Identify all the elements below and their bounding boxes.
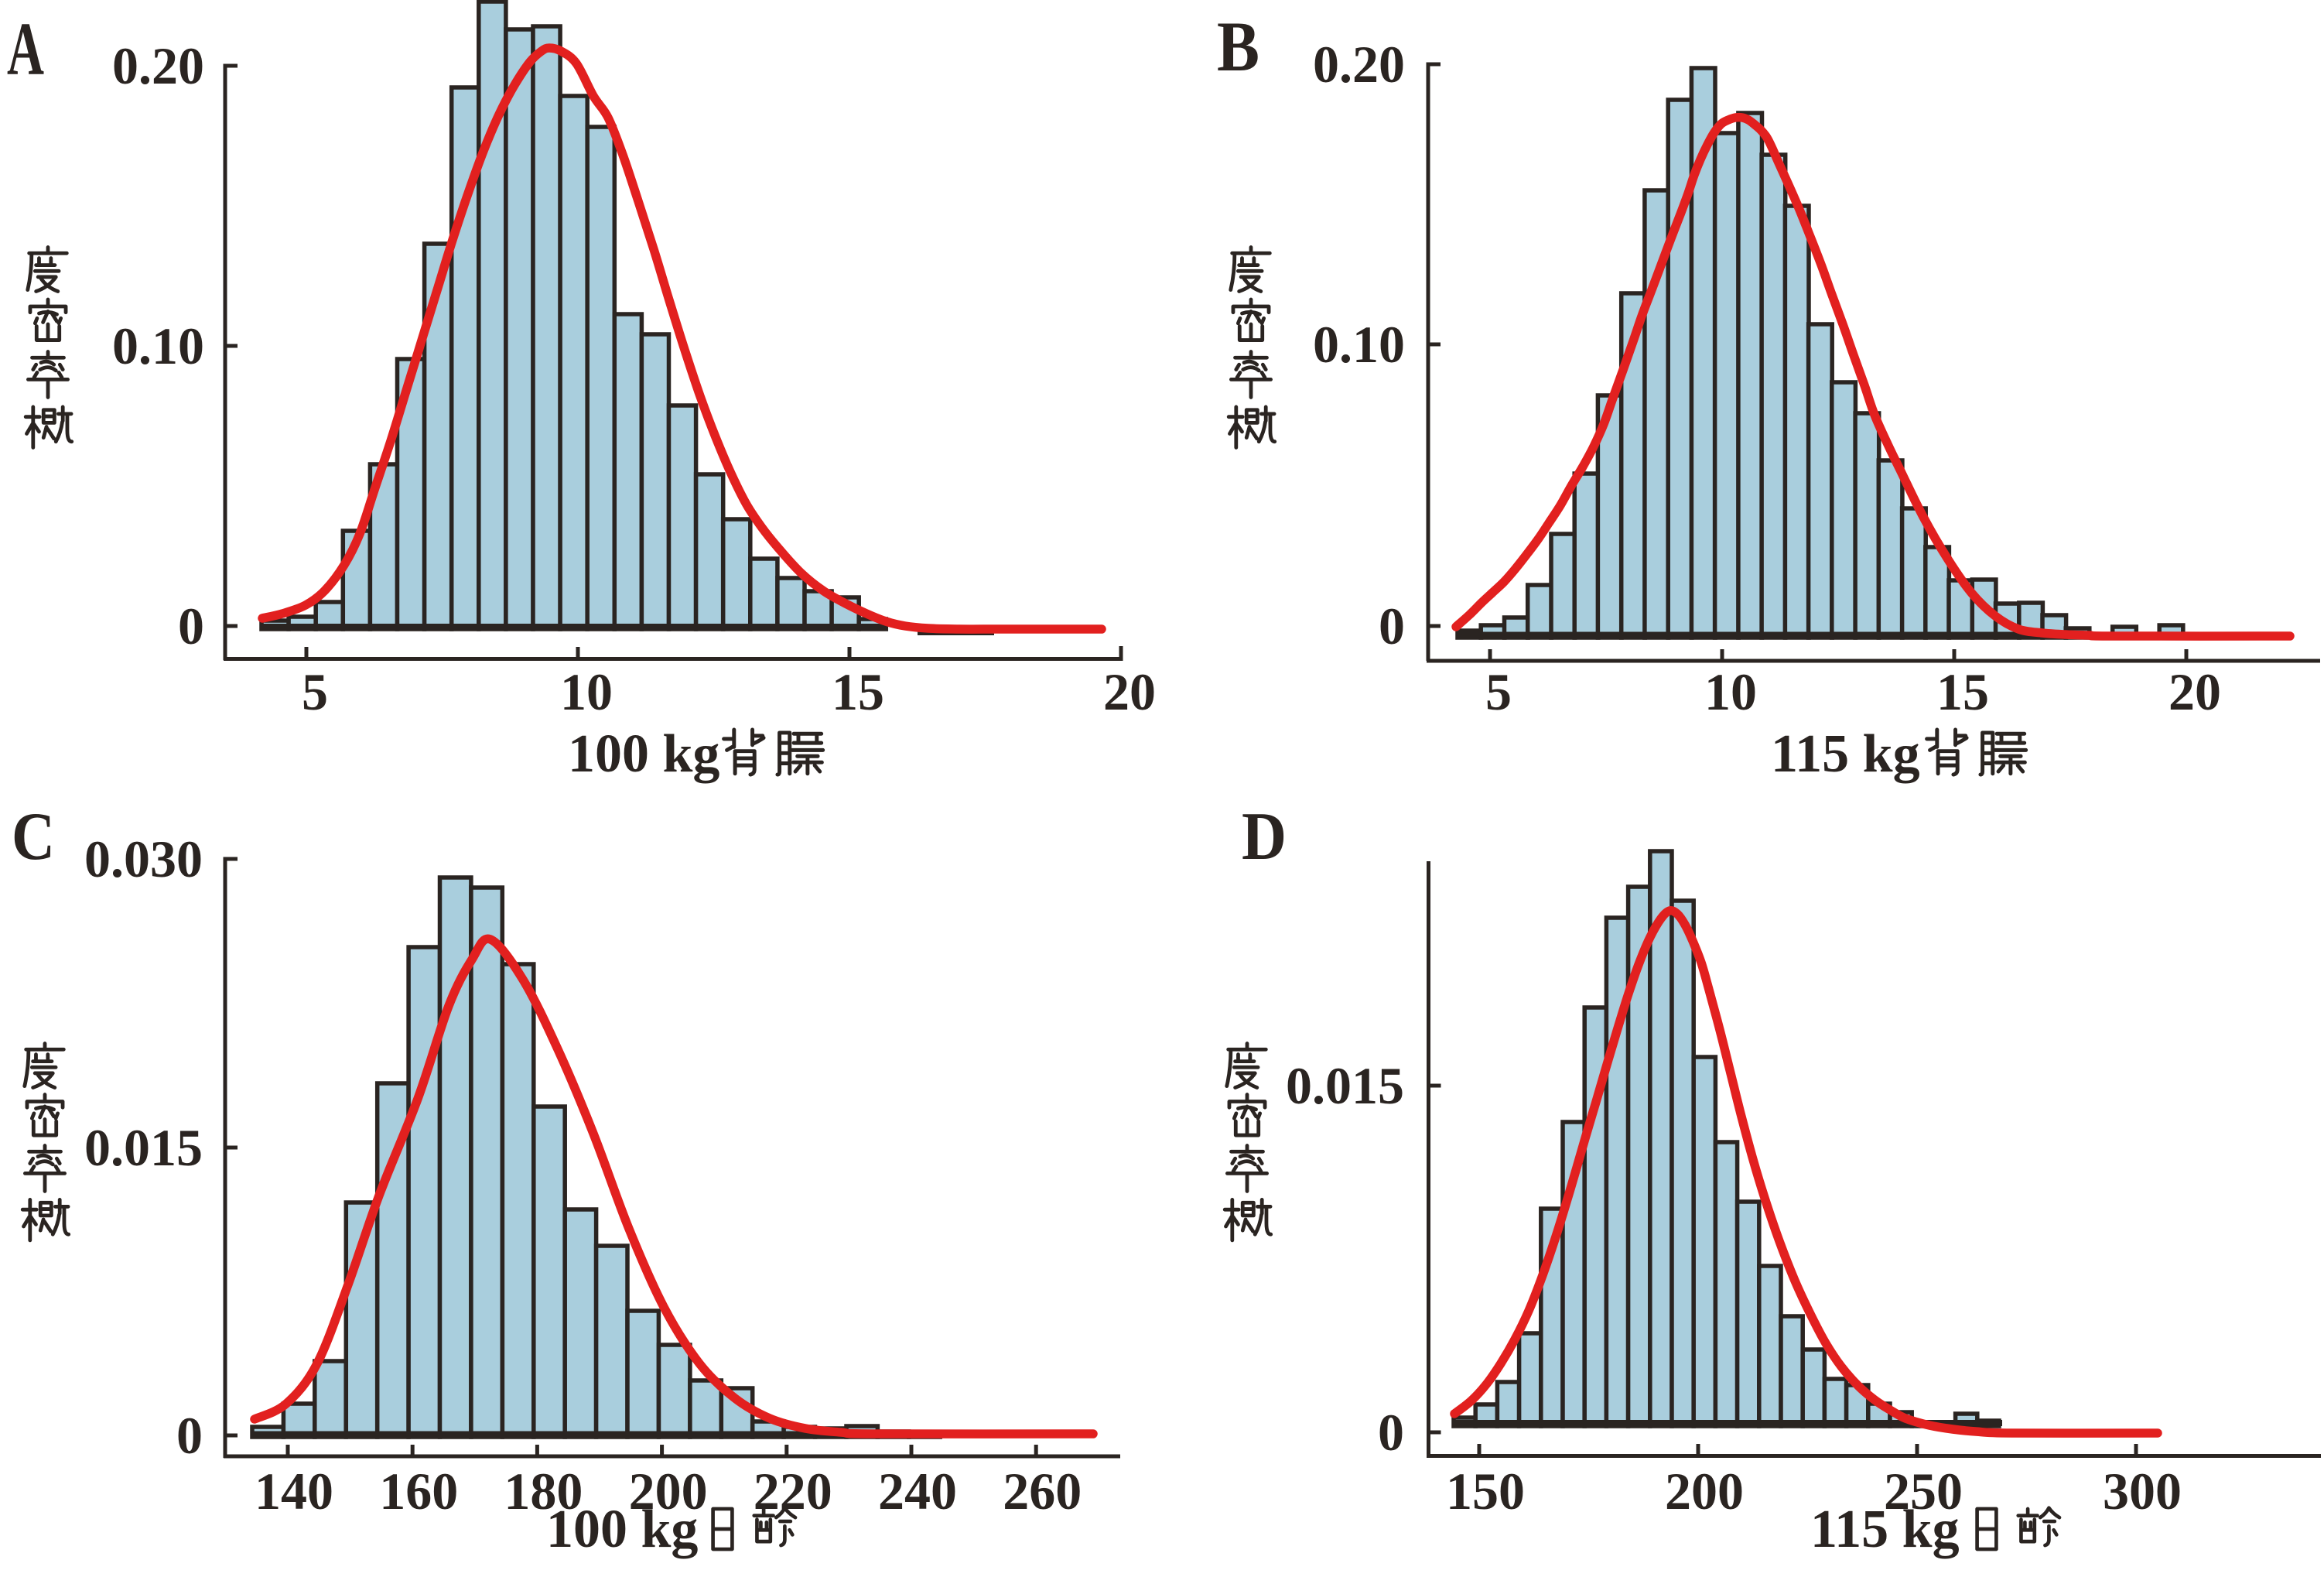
svg-text:250: 250 (1884, 1462, 1963, 1521)
svg-text:0: 0 (178, 597, 204, 655)
svg-text:260: 260 (1003, 1462, 1082, 1521)
svg-text:0.015: 0.015 (1286, 1056, 1404, 1115)
svg-text:0.10: 0.10 (1313, 315, 1405, 374)
svg-text:0.20: 0.20 (112, 36, 204, 95)
svg-text:150: 150 (1446, 1462, 1525, 1521)
svg-text:100 kg: 100 kg (568, 724, 719, 784)
svg-text:0: 0 (1378, 1403, 1404, 1462)
svg-text:200: 200 (1665, 1462, 1744, 1521)
svg-text:0: 0 (176, 1406, 203, 1465)
svg-text:B: B (1217, 7, 1259, 86)
svg-text:15: 15 (832, 662, 884, 721)
svg-text:115 kg: 115 kg (1810, 1500, 1960, 1559)
svg-text:15: 15 (1936, 662, 1989, 721)
svg-text:240: 240 (878, 1462, 957, 1521)
svg-text:10: 10 (1704, 662, 1757, 721)
svg-text:0.015: 0.015 (84, 1118, 203, 1177)
svg-text:A: A (7, 8, 44, 91)
svg-text:20: 20 (2168, 662, 2221, 721)
svg-text:20: 20 (1103, 662, 1156, 721)
svg-text:0.030: 0.030 (84, 830, 203, 888)
svg-text:0: 0 (1379, 597, 1405, 655)
svg-text:140: 140 (255, 1462, 333, 1521)
svg-text:180: 180 (504, 1462, 583, 1521)
svg-text:0.20: 0.20 (1313, 35, 1405, 94)
svg-text:100 kg: 100 kg (546, 1500, 698, 1559)
svg-text:0.10: 0.10 (112, 316, 204, 375)
svg-text:220: 220 (754, 1462, 832, 1521)
svg-text:10: 10 (560, 662, 613, 721)
svg-text:5: 5 (1485, 662, 1512, 721)
svg-text:C: C (12, 799, 55, 874)
svg-text:5: 5 (302, 662, 328, 721)
svg-text:200: 200 (629, 1462, 708, 1521)
svg-text:160: 160 (379, 1462, 458, 1521)
svg-text:D: D (1242, 799, 1287, 874)
svg-text:115 kg: 115 kg (1771, 724, 1920, 784)
svg-text:300: 300 (2103, 1462, 2182, 1521)
